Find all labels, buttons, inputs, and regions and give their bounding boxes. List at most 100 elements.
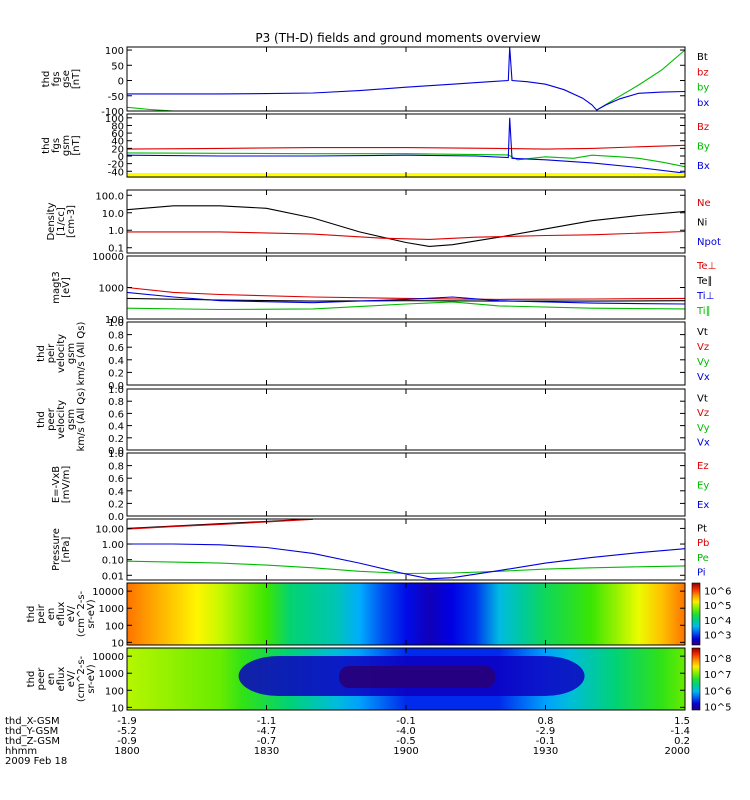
panel-ylabel: [mV/m]: [61, 466, 72, 504]
series-line-Bz: [126, 144, 686, 150]
panel-fgs-gse: Bt bz by bx 100 50 0 -50 -100 thd fgs gse [nT]: [41, 46, 709, 118]
figure-title: P3 (TH-D) fields and ground moments over…: [255, 31, 540, 45]
y-tick-label: 0.2: [108, 499, 124, 510]
series-line-Bx: [126, 117, 686, 174]
y-tick-label: 1000: [99, 604, 124, 615]
axis-row-value: -0.7: [257, 736, 277, 747]
panel-ylabel: thd: [36, 345, 47, 362]
y-tick-label: 0.0: [108, 512, 124, 523]
y-tick-label: -40: [108, 167, 124, 178]
y-tick-label: 100: [105, 686, 124, 697]
colorbar-tick-label: 10^6: [704, 586, 731, 597]
y-tick-label: 0.4: [108, 356, 124, 367]
axis-row-label: thd_Z-GSM: [5, 736, 60, 747]
legend-Te∥: Te∥: [696, 276, 713, 287]
axis-row-value: -0.5: [396, 736, 416, 747]
y-tick-label: 10000: [92, 652, 124, 663]
panel-frame: [126, 113, 686, 178]
series-line-Ti∥: [126, 301, 686, 311]
y-tick-label: 80: [111, 121, 124, 132]
panel-frame: [126, 452, 686, 517]
y-tick-label: 1.00: [102, 540, 124, 551]
y-tick-label: 40: [111, 137, 124, 148]
panel-ylabel: eV/: [66, 605, 77, 622]
y-tick-label: 60: [111, 129, 124, 140]
colorbar-tick-label: 10^4: [704, 616, 731, 627]
panel-peir-spectrogram: 10^6 10^5 10^4 10^3 10000 1000 100 10 thd peir en e…: [26, 582, 731, 649]
panel-pressure: Pt Pb Pe Pi 10.00 1.00 0.10 0.01 Pressure [nPa]: [51, 518, 709, 582]
y-tick-label: 1.0: [108, 318, 124, 329]
panel-frame: [126, 321, 686, 386]
axis-row-label: thd_Y-GSM: [5, 726, 58, 737]
axis-row-value: -4.7: [257, 726, 277, 737]
axis-row-label: hhmm: [5, 746, 37, 757]
legend-Vx: Vx: [697, 372, 710, 383]
y-tick-label: -100: [101, 107, 124, 118]
legend-Pi: Pi: [697, 567, 706, 578]
panel-density: Ne Ni Npot 100.0 10.0 1.0 0.1 Density [1/cc] [cm-…: [46, 189, 721, 255]
legend-Ti∥: Ti∥: [696, 306, 711, 317]
y-tick-label: 100.0: [95, 191, 124, 202]
panel-ylabel: velocity: [56, 334, 67, 373]
y-tick-label: 0.6: [108, 343, 124, 354]
axis-row-value: -0.9: [117, 736, 137, 747]
axis-row-value: 1930: [533, 746, 558, 757]
axis-row-value: -0.1: [396, 716, 416, 727]
panel-ylabel: peer: [46, 407, 57, 431]
legend-Vt: Vt: [697, 394, 708, 405]
panel-ylabel: E=-VxB: [51, 466, 62, 503]
panel-ylabel: eflux: [56, 667, 67, 692]
panel-ylabel: thd: [36, 411, 47, 428]
panel-ylabel: fgs: [51, 138, 62, 153]
legend-Ex: Ex: [697, 500, 709, 511]
legend-Ez: Ez: [697, 461, 709, 472]
panel-ylabel: sr-eV): [86, 599, 97, 628]
series-line-Pb: [126, 518, 314, 530]
panel-temperature: Te⊥ Te∥ Ti⊥ Ti∥ 10000 1000 100 magt3 [eV]: [51, 252, 716, 326]
y-tick-label: -50: [108, 92, 124, 103]
axis-row-label: thd_X-GSM: [5, 716, 60, 727]
panel-frame: [126, 518, 686, 581]
y-tick-label: 0.10: [102, 556, 124, 567]
axis-row-value: 0.8: [538, 716, 554, 727]
series-line-Pe: [126, 560, 686, 575]
legend-Vt: Vt: [697, 327, 708, 338]
panel-ylabel: [nT]: [71, 135, 82, 155]
panel-ylabel: (cm^2-s-: [76, 655, 87, 702]
series-line-by: [596, 49, 686, 111]
axis-row-value: -4.0: [396, 726, 416, 737]
series-line-Te∥: [126, 297, 686, 302]
y-tick-label: 1.0: [108, 226, 124, 237]
legend-Vy: Vy: [697, 357, 710, 368]
panel-ylabel: (cm^2-s-: [76, 590, 87, 637]
y-tick-label: 20: [111, 144, 124, 155]
panel-ylabel: thd: [41, 137, 52, 154]
panel-ylabel: [eV]: [61, 277, 72, 298]
panel-ylabel: magt3: [51, 271, 62, 304]
axis-row-value: -2.9: [536, 726, 556, 737]
axis-row-value: 0.2: [674, 736, 690, 747]
axis-row-value: -1.4: [670, 726, 690, 737]
panel-ylabel: sr-eV): [86, 664, 97, 693]
y-tick-label: 100: [105, 621, 124, 632]
colorbar-tick-label: 10^5: [704, 601, 731, 612]
legend-Te⊥: Te⊥: [696, 261, 716, 272]
panel-ylabel: velocity: [56, 400, 67, 439]
y-tick-label: 0.6: [108, 474, 124, 485]
series-line-bx: [127, 46, 686, 111]
panel-ylabel: gse: [61, 70, 72, 88]
panel-ylabel: km/s (All Qs): [76, 388, 87, 452]
colorbar-peer-spectrogram: [691, 647, 701, 711]
panel-ylabel: Density: [46, 202, 57, 240]
series-line-Te⊥: [126, 286, 686, 300]
legend-Vx: Vx: [697, 437, 710, 448]
y-tick-label: 50: [111, 61, 124, 72]
legend-Ti⊥: Ti⊥: [696, 291, 714, 302]
date-label: 2009 Feb 18: [5, 756, 67, 767]
spectrogram-peir-spectrogram: [127, 583, 685, 645]
y-tick-label: 0.0: [108, 381, 124, 392]
legend-Pe: Pe: [697, 553, 709, 564]
